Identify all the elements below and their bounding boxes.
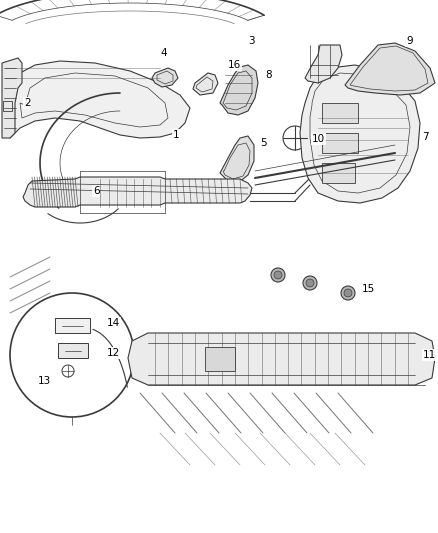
Polygon shape bbox=[220, 136, 254, 183]
Polygon shape bbox=[58, 343, 88, 358]
Polygon shape bbox=[305, 45, 342, 83]
Text: 15: 15 bbox=[362, 284, 375, 294]
Circle shape bbox=[271, 268, 285, 282]
Text: 14: 14 bbox=[107, 318, 120, 328]
Circle shape bbox=[274, 271, 282, 279]
Circle shape bbox=[58, 322, 66, 330]
Text: 3: 3 bbox=[248, 36, 254, 46]
Circle shape bbox=[306, 279, 314, 287]
Text: 16: 16 bbox=[228, 60, 241, 70]
Text: 9: 9 bbox=[406, 36, 413, 46]
Text: 8: 8 bbox=[265, 70, 272, 80]
Polygon shape bbox=[2, 58, 22, 138]
Circle shape bbox=[62, 365, 74, 377]
Polygon shape bbox=[345, 43, 435, 95]
Polygon shape bbox=[152, 68, 178, 87]
Text: 12: 12 bbox=[107, 348, 120, 358]
Text: 5: 5 bbox=[260, 138, 267, 148]
Text: 11: 11 bbox=[423, 350, 436, 360]
Circle shape bbox=[344, 289, 352, 297]
Circle shape bbox=[283, 126, 307, 150]
Polygon shape bbox=[322, 133, 358, 153]
Text: 7: 7 bbox=[422, 132, 429, 142]
Circle shape bbox=[303, 276, 317, 290]
Circle shape bbox=[79, 322, 87, 330]
Circle shape bbox=[362, 107, 418, 163]
Polygon shape bbox=[55, 318, 90, 333]
Text: 13: 13 bbox=[38, 376, 51, 386]
Circle shape bbox=[341, 286, 355, 300]
Polygon shape bbox=[23, 177, 252, 207]
Circle shape bbox=[10, 293, 134, 417]
Text: 4: 4 bbox=[160, 48, 166, 58]
Polygon shape bbox=[300, 65, 420, 203]
Polygon shape bbox=[8, 61, 190, 138]
Polygon shape bbox=[205, 347, 235, 371]
Polygon shape bbox=[128, 333, 435, 385]
Text: 10: 10 bbox=[312, 134, 325, 144]
Polygon shape bbox=[193, 73, 218, 95]
Polygon shape bbox=[322, 163, 355, 183]
Text: 2: 2 bbox=[24, 98, 31, 108]
Polygon shape bbox=[220, 65, 258, 115]
Text: 6: 6 bbox=[93, 186, 99, 196]
Text: 1: 1 bbox=[173, 130, 180, 140]
Polygon shape bbox=[322, 103, 358, 123]
